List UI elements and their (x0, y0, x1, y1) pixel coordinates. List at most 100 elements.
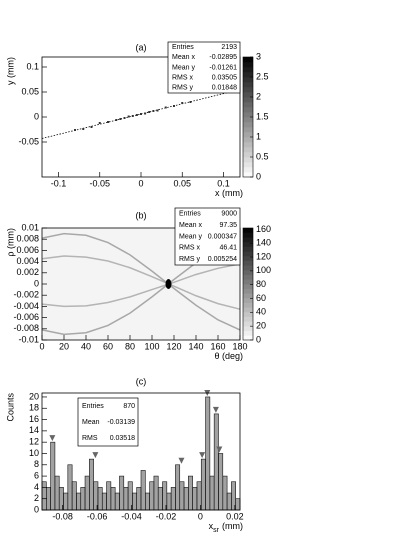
colorbar-step (243, 87, 253, 93)
x-tick-label: 180 (232, 341, 247, 351)
bar (200, 458, 206, 511)
y-tick-label: 10 (29, 448, 39, 458)
y-tick-label: 0.1 (26, 61, 39, 71)
stats-label: Mean x (172, 54, 195, 61)
x-tick-label: -0.06 (87, 511, 108, 521)
point (148, 111, 151, 113)
colorbar-tick-label: 1.5 (256, 111, 269, 121)
y-tick-label: 0.01 (21, 222, 39, 232)
colorbar-tick-label: 1 (256, 131, 261, 141)
colorbar-step (243, 330, 253, 336)
x-tick-label: 0.1 (217, 178, 230, 188)
point (119, 118, 122, 120)
peak (165, 279, 172, 289)
stats-value: 9000 (221, 211, 237, 218)
y-axis-label: y (mm) (5, 57, 15, 85)
bar (63, 492, 69, 511)
stats-label: Mean y (179, 233, 202, 240)
bar (101, 492, 107, 511)
y-tick-label: 0.004 (16, 256, 39, 266)
point (144, 112, 147, 115)
x-tick-label: 20 (59, 341, 69, 351)
bar (67, 464, 73, 511)
colorbar-step (243, 256, 253, 261)
colorbar-step (243, 67, 253, 73)
colorbar-step (243, 167, 253, 173)
colorbar-step (243, 302, 253, 308)
colorbar-step (243, 284, 253, 289)
x-axis-label-main: x (mm) (215, 188, 243, 198)
peak-marker (199, 452, 206, 459)
panel-title: (c) (136, 376, 147, 386)
colorbar-step (243, 62, 253, 68)
colorbar-step (243, 279, 253, 285)
colorbar-step (243, 157, 253, 163)
bar (119, 475, 125, 511)
stats-value: 46.41 (219, 245, 237, 252)
colorbar-step (243, 316, 253, 322)
point (152, 110, 155, 112)
bar (153, 475, 159, 511)
point (181, 102, 184, 104)
colorbar-step (243, 312, 253, 317)
x-tick-label: -0.05 (89, 178, 110, 188)
y-tick-label: 16 (29, 414, 39, 424)
point (82, 128, 85, 130)
y-tick-label: -0.002 (13, 290, 39, 300)
stats-label: RMS y (172, 85, 194, 92)
colorbar-tick-label: 40 (256, 307, 266, 317)
colorbar-step (243, 232, 253, 238)
colorbar-tick-label: 0.5 (256, 151, 269, 161)
x-tick-label: 0.05 (173, 178, 191, 188)
y-tick-label: 0.008 (16, 234, 39, 244)
stats-label: RMS (82, 435, 98, 442)
stats-frame (77, 397, 139, 447)
bar (235, 498, 241, 511)
point (189, 101, 192, 103)
colorbar-step (243, 288, 253, 294)
y-tick-label: 14 (29, 425, 39, 435)
colorbar-step (243, 172, 253, 178)
point (131, 115, 134, 117)
colorbar-step (243, 112, 253, 118)
colorbar-tick-label: 20 (256, 321, 266, 331)
bar (145, 492, 150, 511)
x-axis-label: xsr (mm) (209, 521, 243, 533)
colorbar-step (243, 321, 253, 327)
stats-value: 2193 (221, 44, 237, 51)
y-tick-label: 0.05 (21, 86, 39, 96)
x-tick-label: 40 (81, 341, 91, 351)
colorbar-step (243, 72, 253, 78)
point (127, 115, 130, 118)
colorbar-tick-label: 80 (256, 279, 266, 289)
stats-label: Mean (82, 419, 100, 426)
x-tick-label: 80 (125, 341, 135, 351)
x-axis-label-main: θ (deg) (214, 351, 243, 361)
colorbar-step (243, 122, 253, 128)
colorbar-step (243, 117, 253, 123)
x-tick-label: 0.02 (226, 511, 244, 521)
stats-label: RMS y (179, 256, 201, 263)
x-tick-label: 60 (103, 341, 113, 351)
y-tick-label: 12 (29, 437, 39, 447)
colorbar-step (243, 162, 253, 168)
stats-label: RMS x (172, 75, 194, 82)
stats-value: 0.000347 (208, 233, 237, 240)
colorbar-tick-label: 100 (256, 265, 271, 275)
point (156, 109, 159, 112)
colorbar-tick-label: 0 (256, 171, 261, 181)
y-tick-label: -0.05 (18, 136, 39, 146)
colorbar-step (243, 237, 253, 243)
colorbar-step (243, 137, 253, 143)
point (90, 126, 93, 128)
stats-label: Entries (179, 211, 201, 218)
x-axis-label: x (mm) (215, 188, 243, 198)
bar (110, 487, 116, 511)
bar (50, 441, 56, 511)
colorbar-step (243, 147, 253, 153)
x-axis-label-unit: (mm) (222, 521, 243, 531)
panel: (c)-0.08 -0.06 -0.04 -0.02 0 0.02024681012141… (5, 376, 243, 533)
bar (149, 481, 155, 511)
colorbar-step (243, 82, 253, 88)
curve (41, 255, 241, 310)
